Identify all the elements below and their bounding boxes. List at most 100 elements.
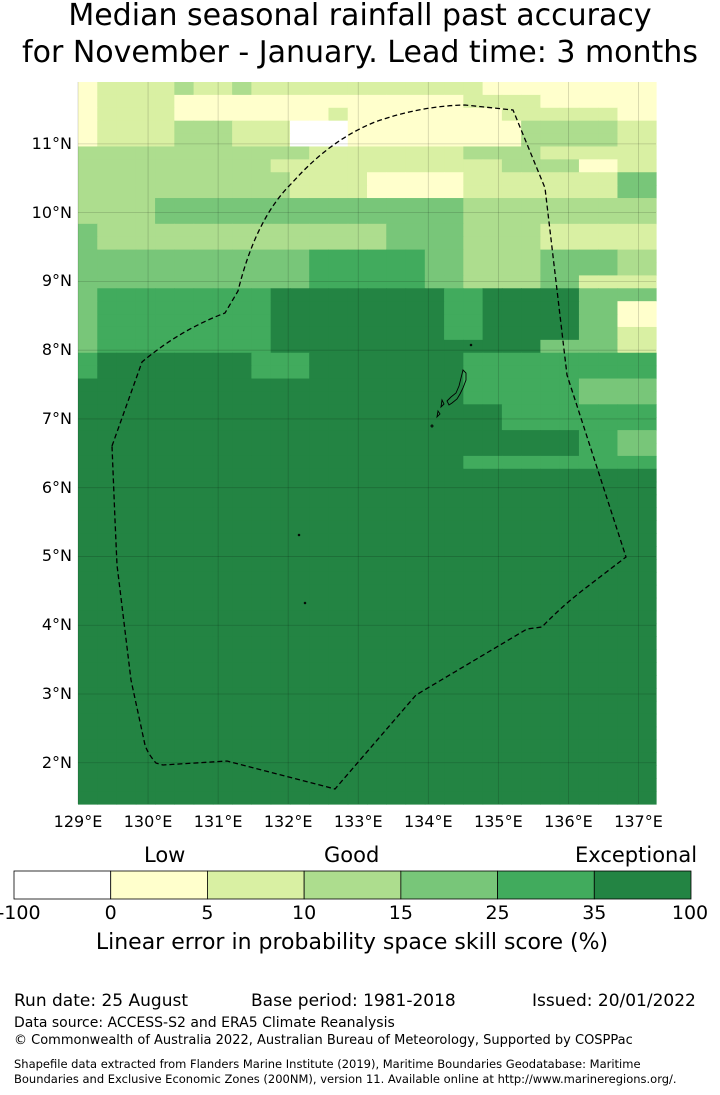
grid-cell xyxy=(578,159,599,173)
grid-cell xyxy=(270,378,291,393)
grid-cell xyxy=(135,584,156,599)
grid-cell xyxy=(636,223,657,238)
grid-cell xyxy=(482,468,503,483)
grid-cell xyxy=(463,765,484,779)
grid-cell xyxy=(78,288,98,302)
grid-cell xyxy=(251,262,272,276)
grid-cell xyxy=(347,94,368,109)
grid-cell xyxy=(463,739,484,754)
grid-cell xyxy=(97,236,118,251)
grid-cell xyxy=(174,210,195,225)
grid-cell xyxy=(289,236,310,251)
grid-cell xyxy=(212,739,233,754)
grid-cell xyxy=(598,223,619,238)
lat-tick-label: 2°N xyxy=(41,752,72,772)
grid-cell xyxy=(289,778,310,792)
grid-cell xyxy=(328,584,349,599)
grid-cell xyxy=(559,597,580,612)
grid-cell xyxy=(386,404,407,418)
grid-cell xyxy=(578,198,599,212)
grid-cell xyxy=(405,636,426,650)
grid-cell xyxy=(270,223,291,238)
grid-cell xyxy=(135,249,156,264)
grid-cell xyxy=(289,404,310,418)
grid-cell xyxy=(347,185,368,199)
grid-cell xyxy=(444,443,464,457)
grid-cell xyxy=(155,339,175,354)
grid-cell xyxy=(289,649,310,663)
grid-cell xyxy=(78,765,98,779)
grid-cell xyxy=(617,571,638,586)
grid-cell xyxy=(578,391,599,405)
grid-cell xyxy=(155,404,175,418)
grid-cell xyxy=(347,288,368,302)
grid-cell xyxy=(270,649,291,663)
grid-cell xyxy=(405,120,426,135)
grid-cell xyxy=(116,443,137,457)
grid-cell xyxy=(598,443,619,457)
grid-cell xyxy=(78,172,98,186)
grid-cell xyxy=(559,236,580,251)
grid-cell xyxy=(155,223,175,238)
grid-cell xyxy=(444,82,464,96)
grid-cell xyxy=(424,765,445,779)
shapefile-credit-1: Shapefile data extracted from Flanders M… xyxy=(14,1057,641,1071)
grid-cell xyxy=(405,159,426,173)
grid-cell xyxy=(97,636,118,650)
grid-cell xyxy=(367,107,387,122)
grid-cell xyxy=(116,82,137,96)
grid-cell xyxy=(444,571,464,586)
grid-cell xyxy=(135,507,156,521)
grid-cell xyxy=(482,636,503,650)
grid-cell xyxy=(232,365,252,380)
grid-cell xyxy=(309,94,330,109)
grid-cell xyxy=(367,739,387,754)
grid-cell xyxy=(578,623,599,637)
grid-cell xyxy=(636,120,657,135)
grid-cell xyxy=(251,430,272,444)
grid-cell xyxy=(116,378,137,393)
grid-cell xyxy=(405,301,426,315)
grid-cell xyxy=(193,159,214,173)
grid-cell xyxy=(135,443,156,457)
grid-cell xyxy=(636,198,657,212)
grid-cell xyxy=(617,236,638,251)
grid-cell xyxy=(116,314,137,328)
grid-cell xyxy=(309,584,330,599)
grid-cell xyxy=(174,82,195,96)
grid-cell xyxy=(463,262,484,276)
grid-cell xyxy=(559,649,580,663)
grid-cell xyxy=(463,636,484,650)
grid-cell xyxy=(405,275,426,289)
grid-cell xyxy=(521,133,541,148)
grid-cell xyxy=(578,739,599,754)
grid-cell xyxy=(328,314,349,328)
colorbar-segment xyxy=(400,870,498,900)
grid-cell xyxy=(617,584,638,599)
grid-cell xyxy=(270,404,291,418)
grid-cell xyxy=(193,404,214,418)
grid-cell xyxy=(212,636,233,650)
grid-cell xyxy=(309,752,330,766)
grid-cell xyxy=(135,146,156,160)
grid-cell xyxy=(347,559,368,573)
grid-cell xyxy=(521,584,541,599)
grid-cell xyxy=(540,210,561,225)
grid-cell xyxy=(424,339,445,354)
grid-cell xyxy=(116,584,137,599)
grid-cell xyxy=(521,82,541,96)
grid-cell xyxy=(367,326,387,341)
grid-cell xyxy=(78,713,98,728)
grid-cell xyxy=(135,455,156,470)
grid-cell xyxy=(193,520,214,534)
grid-cell xyxy=(78,507,98,521)
grid-cell xyxy=(347,404,368,418)
grid-cell xyxy=(116,262,137,276)
grid-cell xyxy=(116,726,137,741)
grid-cell xyxy=(501,120,522,135)
grid-cell xyxy=(270,249,291,264)
grid-cell xyxy=(116,481,137,496)
grid-cell xyxy=(193,378,214,393)
grid-cell xyxy=(482,443,503,457)
